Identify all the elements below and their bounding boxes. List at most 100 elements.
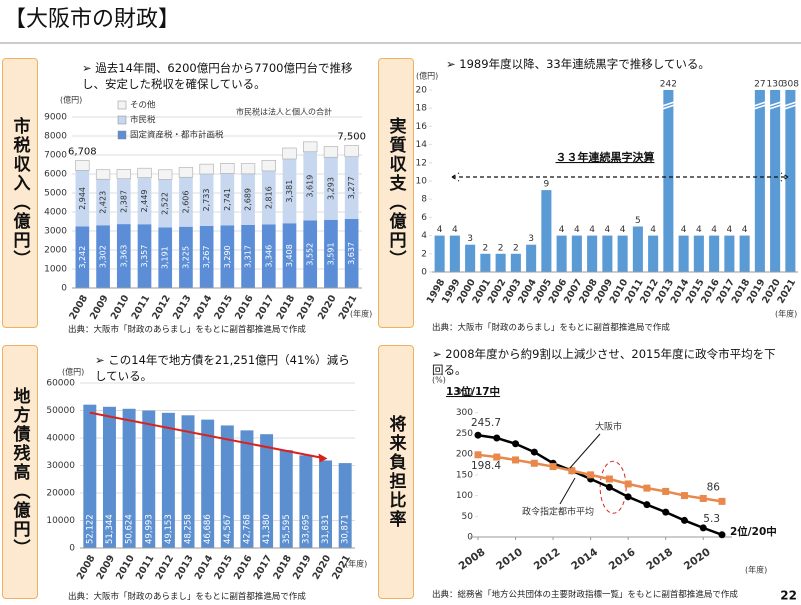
value-label: 2 — [498, 243, 504, 253]
value-label: 2 — [513, 243, 519, 253]
x-tick-label: 2020 — [316, 293, 339, 322]
y-tick-label: 3000 — [44, 227, 67, 237]
value-label: 3,290 — [223, 245, 232, 268]
point — [530, 448, 538, 456]
x-tick-label: 2016 — [233, 293, 256, 322]
leader — [559, 477, 576, 505]
annotation: ３３年連続黒字決算 — [556, 150, 655, 164]
leader — [569, 433, 601, 469]
value-label: 4 — [589, 225, 595, 235]
value-label: 3,225 — [181, 246, 190, 269]
bar — [279, 450, 293, 548]
y-tick-label: 12 — [416, 158, 427, 168]
x-tick-label: 2015 — [212, 293, 235, 321]
value-label: 4 — [452, 225, 458, 235]
y-tick-label: 100 — [456, 491, 473, 501]
y-tick-label: 16 — [416, 122, 428, 132]
y-tick-label: 9000 — [44, 113, 67, 123]
bar-segment — [116, 224, 131, 288]
x-tick-label: 2010 — [494, 546, 525, 573]
bar — [556, 235, 567, 272]
value-label: 3,591 — [326, 242, 335, 265]
bar — [338, 463, 352, 548]
value-label: 2,689 — [244, 188, 253, 211]
point — [568, 467, 576, 475]
bar — [663, 90, 674, 272]
bar-segment — [116, 178, 131, 225]
y-axis-label: (%) — [432, 376, 446, 385]
bar-segment — [158, 179, 173, 228]
x-tick-label: 2014 — [569, 546, 600, 573]
bar-segment — [220, 225, 235, 288]
value-label: 3,408 — [285, 244, 294, 267]
y-tick-label: 0 — [69, 544, 75, 554]
legend-swatch — [117, 115, 127, 125]
bar-segment — [158, 227, 173, 288]
x-tick-label: 2018 — [275, 293, 298, 322]
bar — [465, 244, 476, 272]
point — [680, 492, 688, 500]
legend-label: その他 — [130, 100, 156, 111]
value-label: 4 — [620, 225, 626, 235]
bar-segment — [344, 156, 359, 219]
point — [643, 501, 651, 509]
bar — [449, 235, 460, 272]
x-tick-label: 2011 — [134, 553, 157, 581]
annotation: 市民税は法人と個人の合計 — [236, 107, 332, 117]
y-tick-label: 14 — [416, 140, 428, 150]
bar — [122, 408, 136, 548]
y-tick-label: 7000 — [44, 151, 67, 161]
x-tick-label: 2011 — [130, 293, 153, 321]
point — [699, 494, 707, 502]
source: 出典：大阪市「財政のあらまし」をもとに副首都推進局で作成 — [432, 323, 670, 333]
point — [493, 453, 501, 461]
value-label: 27 — [754, 80, 765, 90]
bar-segment — [344, 145, 359, 157]
bar — [434, 235, 445, 272]
bar — [587, 235, 598, 272]
y-tick-label: 350 — [456, 388, 473, 398]
bar-segment — [261, 224, 276, 288]
note: この14年で地方債を21,251億円（41%）減らしている。 — [95, 352, 355, 384]
point — [587, 471, 595, 479]
value-label: 3,637 — [347, 242, 356, 265]
bar — [693, 235, 704, 272]
bar-segment — [324, 219, 338, 288]
value-label: 50,624 — [125, 514, 135, 544]
bar — [709, 235, 720, 272]
x-tick-label: 2008 — [67, 293, 90, 322]
value-label: 3,191 — [161, 246, 170, 269]
y-axis-label: (億円) — [60, 95, 82, 105]
legend-swatch — [117, 100, 127, 110]
value-label: 242 — [660, 80, 677, 90]
y-tick-label: 2 — [421, 249, 427, 259]
legend-label: 市民税 — [130, 115, 156, 126]
y-axis-label: (億円) — [416, 71, 438, 81]
y-tick-label: 10000 — [46, 516, 75, 526]
series-label: 政令指定都市平均 — [522, 506, 594, 518]
axis-break — [662, 101, 675, 110]
side-label: 市税収入（億円） — [9, 117, 30, 269]
note: 過去14年間、6200億円台から7700億円台で推移し、安定した税収を確保してい… — [82, 60, 367, 92]
x-tick-label: 2012 — [532, 546, 563, 573]
value-label: 2,741 — [223, 188, 232, 211]
annotation: 13位/17中 — [446, 385, 500, 398]
value-label: 198.4 — [471, 460, 501, 472]
bar — [571, 235, 582, 272]
bar-segment — [96, 179, 110, 226]
bar — [632, 226, 643, 272]
value-label: 49,993 — [144, 514, 154, 544]
bar-segment — [261, 159, 276, 172]
bar — [161, 412, 175, 548]
y-tick-label: 50000 — [46, 406, 75, 416]
side-label: 実質収支（億円） — [385, 117, 406, 269]
value-label: 4 — [574, 225, 580, 235]
x-tick-label: 2017 — [252, 553, 275, 581]
bar — [240, 430, 254, 548]
x-tick-label: 2008 — [457, 546, 488, 573]
trend-arrowhead — [318, 453, 328, 463]
point — [718, 531, 726, 539]
y-tick-label: 5000 — [44, 189, 67, 199]
value-label: 2,423 — [99, 191, 108, 214]
x-tick-label: 2018 — [644, 546, 675, 573]
